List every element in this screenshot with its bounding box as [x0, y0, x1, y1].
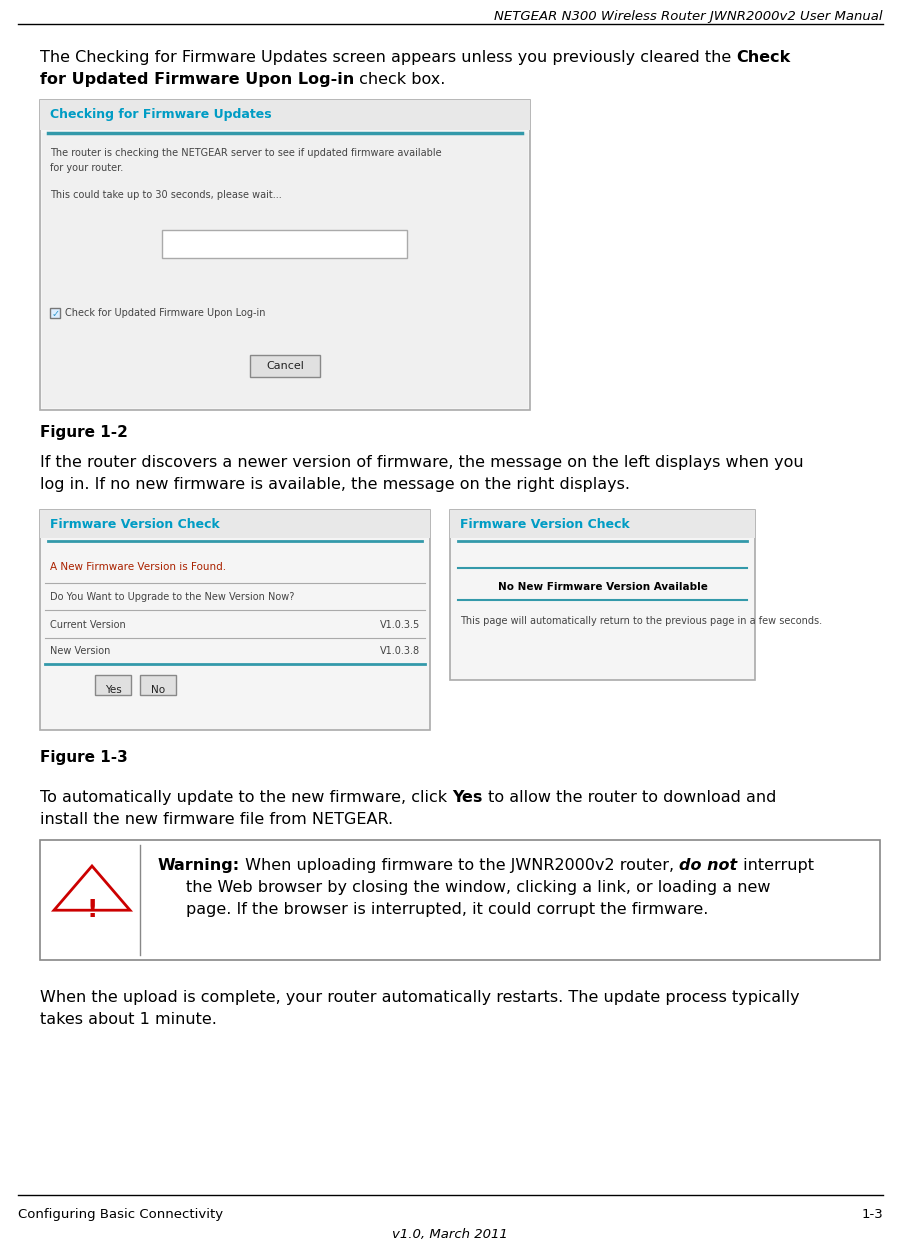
Polygon shape — [54, 866, 130, 910]
Text: install the new firmware file from NETGEAR.: install the new firmware file from NETGE… — [40, 812, 393, 827]
Text: When the upload is complete, your router automatically restarts. The update proc: When the upload is complete, your router… — [40, 991, 799, 1006]
Bar — [140, 675, 176, 695]
Text: New Version: New Version — [50, 645, 111, 655]
Text: takes about 1 minute.: takes about 1 minute. — [40, 1012, 217, 1027]
Text: log in. If no new firmware is available, the message on the right displays.: log in. If no new firmware is available,… — [40, 477, 630, 492]
Text: !: ! — [86, 898, 97, 922]
Bar — [162, 231, 407, 258]
Bar — [40, 840, 880, 959]
Bar — [95, 675, 131, 695]
Text: 1-3: 1-3 — [861, 1209, 883, 1221]
Text: to allow the router to download and: to allow the router to download and — [483, 790, 776, 805]
Text: for your router.: for your router. — [50, 163, 123, 173]
Bar — [42, 133, 528, 407]
Bar — [40, 100, 530, 130]
Text: This page will automatically return to the previous page in a few seconds.: This page will automatically return to t… — [460, 616, 822, 625]
Text: V1.0.3.8: V1.0.3.8 — [380, 645, 420, 655]
Bar — [450, 510, 755, 538]
Text: If the router discovers a newer version of firmware, the message on the left dis: If the router discovers a newer version … — [40, 455, 804, 470]
Text: A New Firmware Version is Found.: A New Firmware Version is Found. — [50, 562, 226, 572]
Text: This could take up to 30 seconds, please wait...: This could take up to 30 seconds, please… — [50, 189, 282, 201]
Text: ✓: ✓ — [52, 309, 60, 319]
Text: do not: do not — [679, 858, 738, 873]
Bar — [50, 308, 60, 318]
Text: No: No — [151, 685, 165, 695]
Text: When uploading firmware to the JWNR2000v2 router,: When uploading firmware to the JWNR2000v… — [241, 858, 679, 873]
Bar — [250, 355, 320, 378]
Text: No New Firmware Version Available: No New Firmware Version Available — [497, 582, 707, 592]
Bar — [450, 510, 755, 680]
Text: Configuring Basic Connectivity: Configuring Basic Connectivity — [18, 1209, 223, 1221]
Text: Figure 1-2: Figure 1-2 — [40, 425, 128, 440]
Bar — [40, 100, 530, 410]
Text: Cancel: Cancel — [266, 361, 304, 371]
Bar — [40, 510, 430, 538]
Text: Yes: Yes — [105, 685, 122, 695]
Text: V1.0.3.5: V1.0.3.5 — [379, 621, 420, 630]
Text: Yes: Yes — [452, 790, 483, 805]
Text: Warning:: Warning: — [158, 858, 241, 873]
Text: check box.: check box. — [354, 72, 446, 87]
Text: interrupt: interrupt — [738, 858, 814, 873]
Text: page. If the browser is interrupted, it could corrupt the firmware.: page. If the browser is interrupted, it … — [186, 902, 708, 917]
Text: Firmware Version Check: Firmware Version Check — [460, 518, 630, 531]
Text: NETGEAR N300 Wireless Router JWNR2000v2 User Manual: NETGEAR N300 Wireless Router JWNR2000v2 … — [495, 10, 883, 22]
Bar — [40, 510, 430, 730]
Text: Checking for Firmware Updates: Checking for Firmware Updates — [50, 108, 271, 121]
Text: for Updated Firmware Upon Log-in: for Updated Firmware Upon Log-in — [40, 72, 354, 87]
Text: Firmware Version Check: Firmware Version Check — [50, 518, 220, 531]
Text: Check: Check — [736, 50, 790, 65]
Text: To automatically update to the new firmware, click: To automatically update to the new firmw… — [40, 790, 452, 805]
Text: Check for Updated Firmware Upon Log-in: Check for Updated Firmware Upon Log-in — [65, 308, 266, 318]
Text: Do You Want to Upgrade to the New Version Now?: Do You Want to Upgrade to the New Versio… — [50, 592, 295, 602]
Text: Current Version: Current Version — [50, 621, 126, 630]
Text: The router is checking the NETGEAR server to see if updated firmware available: The router is checking the NETGEAR serve… — [50, 148, 441, 158]
Text: the Web browser by closing the window, clicking a link, or loading a new: the Web browser by closing the window, c… — [186, 880, 770, 895]
Text: v1.0, March 2011: v1.0, March 2011 — [392, 1229, 508, 1241]
Text: The Checking for Firmware Updates screen appears unless you previously cleared t: The Checking for Firmware Updates screen… — [40, 50, 736, 65]
Text: Figure 1-3: Figure 1-3 — [40, 750, 128, 765]
